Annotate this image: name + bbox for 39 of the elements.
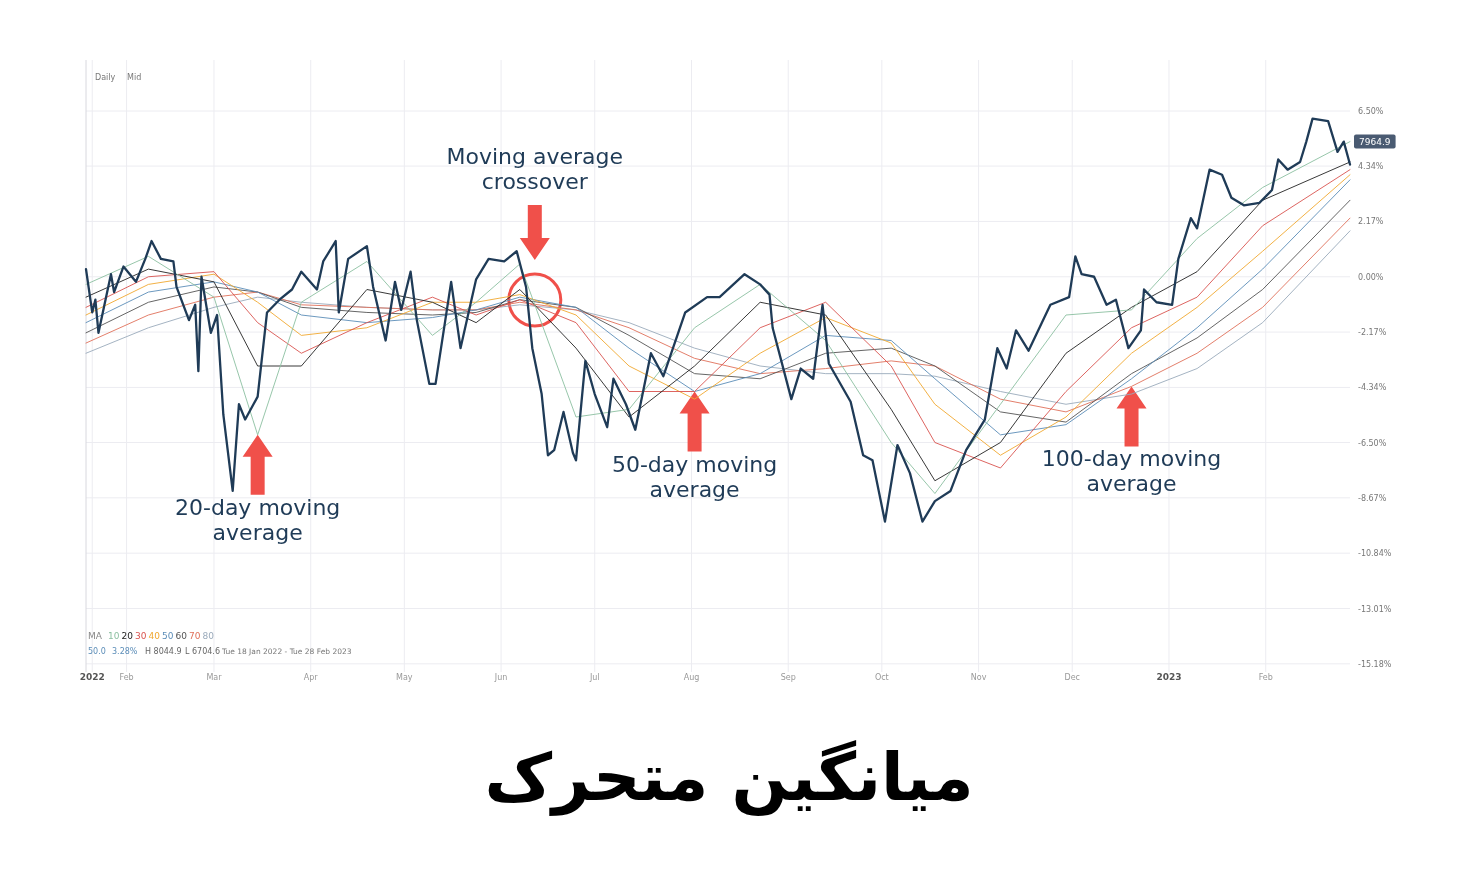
annotation: Moving average crossover [446, 144, 624, 194]
y-tick-label: -15.18% [1358, 659, 1392, 669]
y-tick-label: -2.17% [1358, 328, 1387, 338]
x-tick-label: Sep [780, 673, 796, 682]
x-tick-label: Apr [303, 673, 319, 682]
x-tick-label: Feb [119, 673, 134, 682]
x-tick-label: Jul [588, 673, 600, 682]
text: میانگین متحرک [484, 739, 974, 816]
annotation: 100-day moving average [1041, 446, 1222, 497]
annotation: 50-day moving average [611, 451, 778, 502]
y-tick-label: -10.84% [1358, 549, 1392, 559]
legend: MA 10 20 30 40 50 60 70 80 [88, 631, 214, 641]
annotation: Mid [127, 73, 142, 82]
x-tick-label: Jun [493, 673, 508, 682]
badge: 7964.9 [1354, 134, 1396, 149]
annotation: 7964.9 [1359, 137, 1391, 148]
annotation: 3.28% [112, 647, 138, 656]
x-tick-label: Dec [1064, 673, 1080, 682]
x-tick-label: 2023 [1156, 672, 1182, 682]
annotation: H 8044.9 [145, 647, 182, 656]
x-tick-label: May [396, 673, 413, 682]
y-tick-label: 4.34% [1358, 162, 1384, 172]
y-tick-label: -8.67% [1358, 493, 1387, 503]
y-tick-label: -6.50% [1358, 438, 1387, 448]
y-tick-label: 6.50% [1358, 107, 1384, 116]
x-tick-label: Feb [1258, 673, 1273, 682]
y-tick-label: 2.17% [1358, 217, 1384, 227]
annotation: Daily [95, 73, 116, 82]
x-tick-label: Mar [206, 673, 223, 682]
x-tick-label: Nov [970, 673, 987, 682]
y-tick-label: 0.00% [1358, 272, 1384, 282]
y-tick-label: -13.01% [1358, 604, 1392, 614]
x-tick-label: Aug [683, 673, 700, 682]
annotation: 20-day moving average [174, 494, 341, 545]
x-tick-label: Oct [874, 673, 889, 682]
x-tick-label: 2022 [79, 672, 105, 682]
y-tick-label: -4.34% [1358, 383, 1387, 393]
annotation: L 6704.6 [185, 647, 220, 656]
annotation: 50.0 [88, 647, 106, 656]
